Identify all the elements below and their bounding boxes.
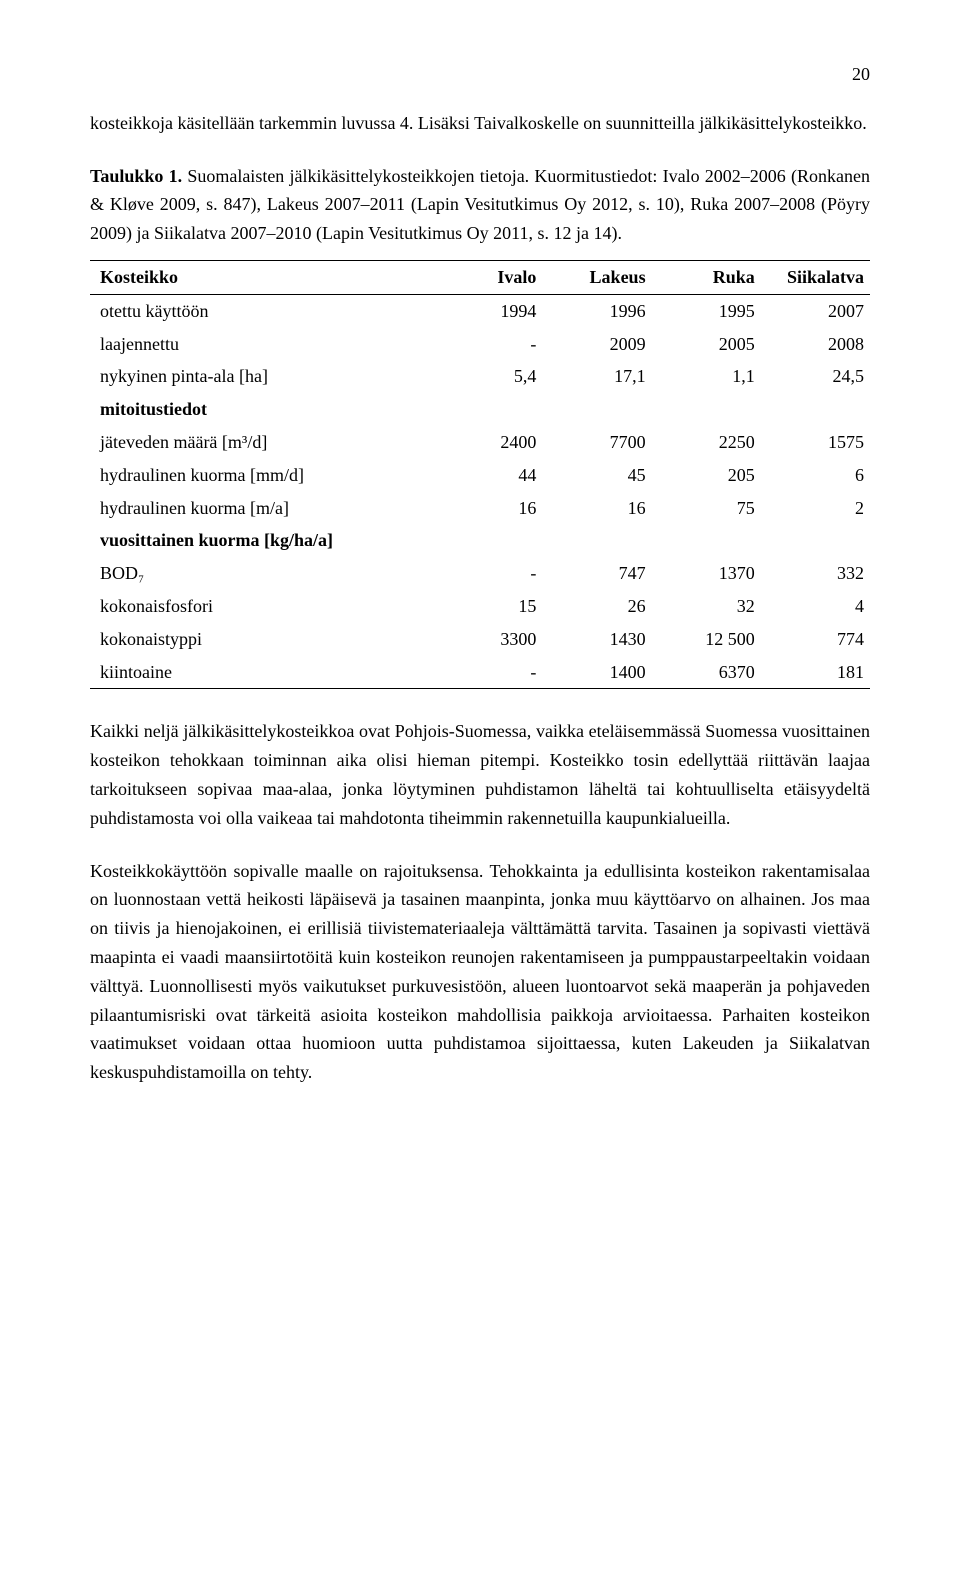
cell: 205 — [652, 459, 761, 492]
table-row: hydraulinen kuorma [m/a]1616752 — [90, 492, 870, 525]
cell: 16 — [542, 492, 651, 525]
paragraph-1: kosteikkoja käsitellään tarkemmin luvuss… — [90, 109, 870, 138]
cell: 2007 — [761, 294, 870, 327]
table-row: otettu käyttöön1994199619952007 — [90, 294, 870, 327]
cell: 17,1 — [542, 360, 651, 393]
row-label: hydraulinen kuorma [mm/d] — [90, 459, 433, 492]
cell: 1430 — [542, 623, 651, 656]
table-row: jäteveden määrä [m³/d]2400770022501575 — [90, 426, 870, 459]
table-caption: Taulukko 1. Suomalaisten jälkikäsittelyk… — [90, 162, 870, 248]
cell: 747 — [542, 557, 651, 590]
col-header: Kosteikko — [90, 260, 433, 294]
paragraph-3: Kosteikkokäyttöön sopivalle maalle on ra… — [90, 857, 870, 1087]
cell: 24,5 — [761, 360, 870, 393]
caption-label: Taulukko 1. — [90, 166, 182, 186]
row-label: kiintoaine — [90, 656, 433, 689]
row-label: kokonaisfosfori — [90, 590, 433, 623]
cell — [761, 524, 870, 557]
table-row: BOD₇-7471370332 — [90, 557, 870, 590]
row-label: BOD₇ — [90, 557, 433, 590]
table-row: kokonaistyppi3300143012 500774 — [90, 623, 870, 656]
data-table: Kosteikko Ivalo Lakeus Ruka Siikalatva o… — [90, 260, 870, 689]
cell: 2009 — [542, 328, 651, 361]
cell: 44 — [433, 459, 542, 492]
col-header: Lakeus — [542, 260, 651, 294]
cell: 2400 — [433, 426, 542, 459]
cell: 332 — [761, 557, 870, 590]
page-number: 20 — [90, 60, 870, 89]
row-label: nykyinen pinta-ala [ha] — [90, 360, 433, 393]
cell: 6370 — [652, 656, 761, 689]
cell: 1,1 — [652, 360, 761, 393]
cell: 1994 — [433, 294, 542, 327]
cell: 1400 — [542, 656, 651, 689]
cell: 2 — [761, 492, 870, 525]
cell: 2005 — [652, 328, 761, 361]
row-label: otettu käyttöön — [90, 294, 433, 327]
cell: 1996 — [542, 294, 651, 327]
cell: 7700 — [542, 426, 651, 459]
cell: 2250 — [652, 426, 761, 459]
cell — [433, 524, 542, 557]
table-row: mitoitustiedot — [90, 393, 870, 426]
cell: 12 500 — [652, 623, 761, 656]
paragraph-2: Kaikki neljä jälkikäsittelykosteikkoa ov… — [90, 717, 870, 832]
cell — [542, 393, 651, 426]
col-header: Ivalo — [433, 260, 542, 294]
table-row: vuosittainen kuorma [kg/ha/a] — [90, 524, 870, 557]
cell: 3300 — [433, 623, 542, 656]
table-row: kokonaisfosfori1526324 — [90, 590, 870, 623]
cell — [542, 524, 651, 557]
cell: - — [433, 656, 542, 689]
cell: 32 — [652, 590, 761, 623]
row-label: laajennettu — [90, 328, 433, 361]
table-row: laajennettu-200920052008 — [90, 328, 870, 361]
col-header: Ruka — [652, 260, 761, 294]
cell: 774 — [761, 623, 870, 656]
cell: 26 — [542, 590, 651, 623]
cell — [652, 524, 761, 557]
cell: 45 — [542, 459, 651, 492]
row-label: hydraulinen kuorma [m/a] — [90, 492, 433, 525]
cell — [433, 393, 542, 426]
table-row: nykyinen pinta-ala [ha]5,417,11,124,5 — [90, 360, 870, 393]
table-row: hydraulinen kuorma [mm/d]44452056 — [90, 459, 870, 492]
cell: - — [433, 328, 542, 361]
cell: 5,4 — [433, 360, 542, 393]
cell: 1370 — [652, 557, 761, 590]
row-label: jäteveden määrä [m³/d] — [90, 426, 433, 459]
cell: 6 — [761, 459, 870, 492]
table-row: kiintoaine-14006370181 — [90, 656, 870, 689]
caption-text: Suomalaisten jälkikäsittelykosteikkojen … — [90, 166, 870, 244]
cell: - — [433, 557, 542, 590]
row-label: kokonaistyppi — [90, 623, 433, 656]
table-header-row: Kosteikko Ivalo Lakeus Ruka Siikalatva — [90, 260, 870, 294]
cell: 4 — [761, 590, 870, 623]
cell: 1575 — [761, 426, 870, 459]
cell: 75 — [652, 492, 761, 525]
cell: 2008 — [761, 328, 870, 361]
row-label: mitoitustiedot — [90, 393, 433, 426]
cell: 1995 — [652, 294, 761, 327]
col-header: Siikalatva — [761, 260, 870, 294]
cell: 15 — [433, 590, 542, 623]
cell — [652, 393, 761, 426]
cell — [761, 393, 870, 426]
cell: 16 — [433, 492, 542, 525]
cell: 181 — [761, 656, 870, 689]
row-label: vuosittainen kuorma [kg/ha/a] — [90, 524, 433, 557]
